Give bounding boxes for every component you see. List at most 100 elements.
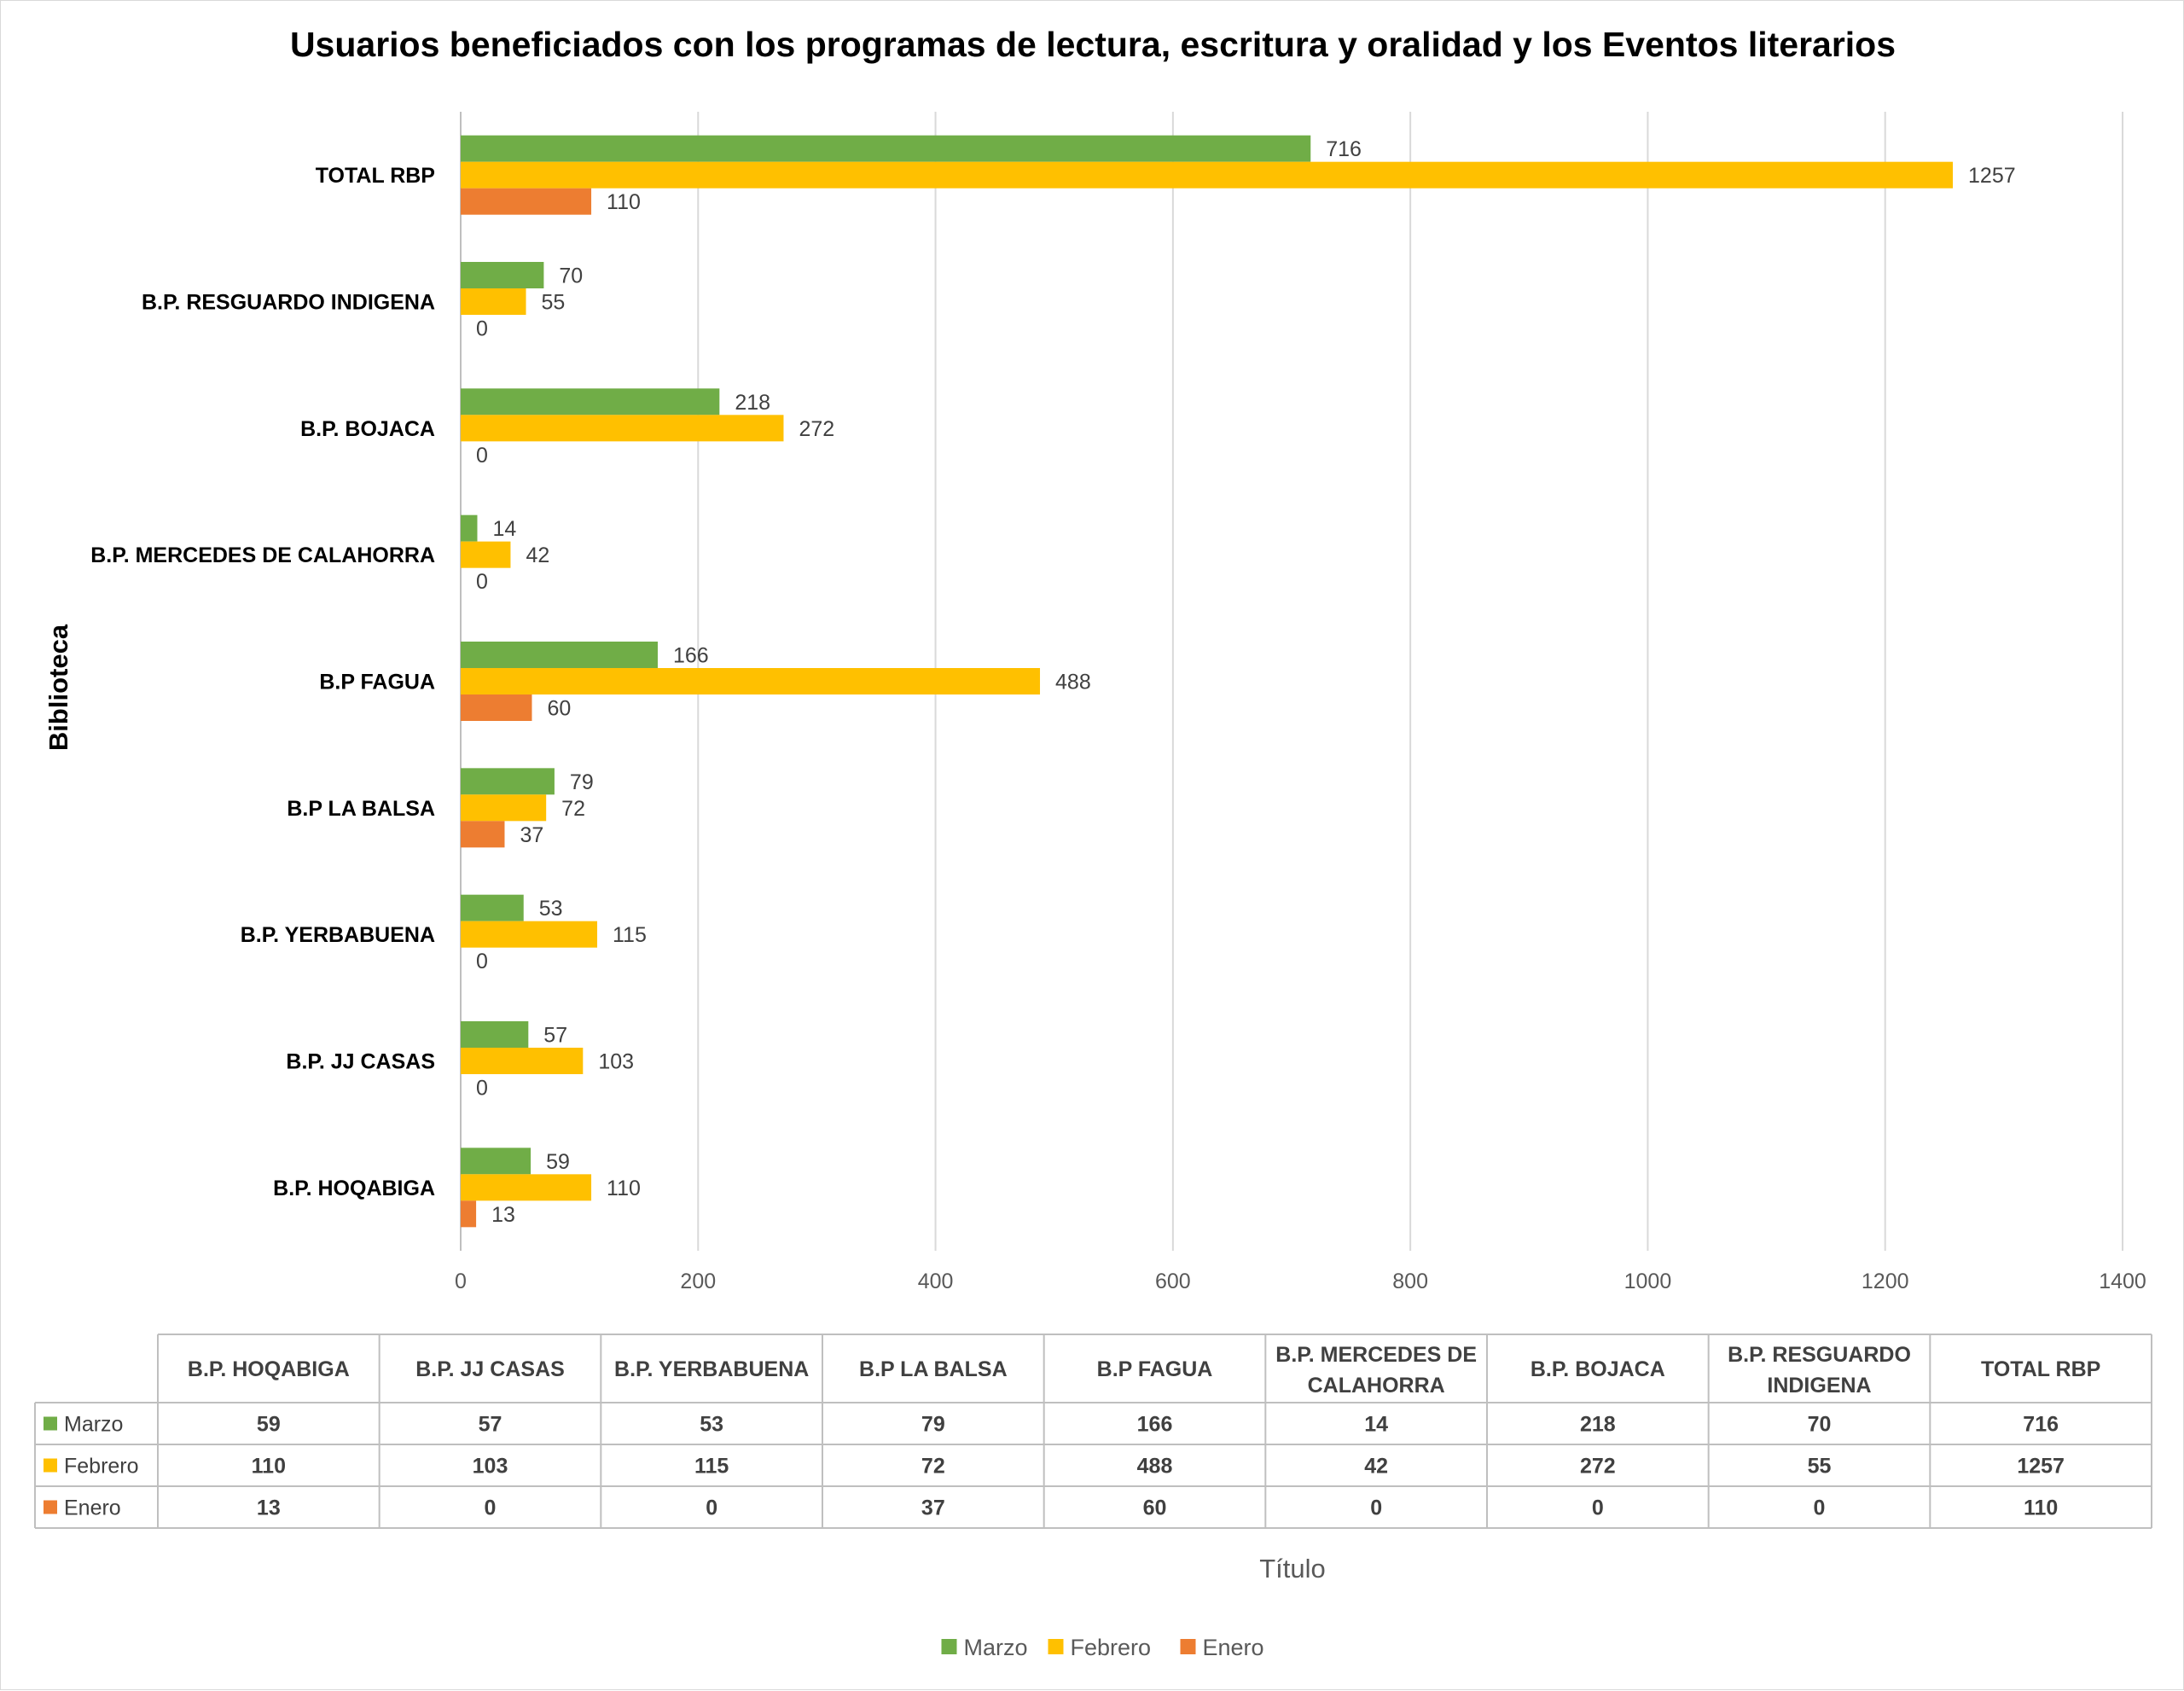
- bar-marzo-total-rbp: [461, 135, 1311, 162]
- x-tick-label-1400: 1400: [2099, 1270, 2146, 1293]
- data-label-febrero-b-p-jj-casas: 103: [598, 1050, 634, 1074]
- legend-key-enero: [1180, 1639, 1196, 1654]
- data-label-enero-b-p-fagua: 60: [547, 697, 571, 721]
- legend-label-marzo: Marzo: [964, 1635, 1028, 1660]
- table-cell-febrero-b-p-bojaca: 272: [1580, 1455, 1616, 1479]
- bar-marzo-b-p-la-balsa: [461, 768, 555, 795]
- legend-key-febrero: [1048, 1639, 1064, 1654]
- table-cell-febrero-b-p-yerbabuena: 115: [694, 1455, 729, 1479]
- table-row-label-febrero: Febrero: [64, 1455, 139, 1479]
- data-label-febrero-total-rbp: 1257: [1968, 164, 2016, 188]
- data-label-marzo-b-p-fagua: 166: [673, 644, 709, 668]
- x-tick-label-1200: 1200: [1862, 1270, 1909, 1293]
- data-label-febrero-b-p-resguardo-indigena: 55: [542, 291, 566, 315]
- table-header-b-p-bojaca: B.P. BOJACA: [1531, 1357, 1665, 1381]
- bar-marzo-b-p-hoqabiga: [461, 1148, 531, 1175]
- x-tick-label-0: 0: [455, 1270, 467, 1293]
- bar-febrero-b-p-resguardo-indigena: [461, 288, 526, 315]
- table-cell-marzo-b-p-mercedes-de-calahorra: 14: [1364, 1413, 1388, 1437]
- table-header-total-rbp: TOTAL RBP: [1981, 1357, 2100, 1381]
- table-header-b-p-la-balsa: B.P LA BALSA: [859, 1357, 1008, 1381]
- bar-enero-b-p-hoqabiga: [461, 1200, 477, 1228]
- table-legend-key-marzo: [44, 1416, 57, 1431]
- category-labels: B.P. HOQABIGA B.P. JJ CASAS B.P. YERBABUEN…: [90, 164, 435, 1200]
- data-labels: 59 110 13 57 103 0 53 115 0 79 72 37 166 488 60 14 42 0 21…: [476, 137, 2016, 1227]
- table-header-line: CALAHORRA: [1308, 1374, 1445, 1398]
- bar-marzo-b-p-jj-casas: [461, 1021, 529, 1048]
- table-cell-enero-b-p-resguardo-indigena: 0: [1814, 1496, 1826, 1520]
- bar-marzo-b-p-fagua: [461, 642, 658, 668]
- data-label-marzo-b-p-resguardo-indigena: 70: [559, 264, 583, 288]
- data-label-febrero-b-p-hoqabiga: 110: [607, 1177, 641, 1200]
- data-label-marzo-b-p-mercedes-de-calahorra: 14: [492, 517, 516, 541]
- x-tick-label-1000: 1000: [1624, 1270, 1672, 1293]
- table-cell-marzo-b-p-jj-casas: 57: [479, 1413, 502, 1437]
- data-label-enero-b-p-jj-casas: 0: [476, 1077, 488, 1101]
- legend-label-enero: Enero: [1203, 1635, 1264, 1660]
- chart-title: Usuarios beneficiados con los programas …: [289, 25, 1896, 64]
- bar-febrero-b-p-fagua: [461, 668, 1041, 694]
- table-cell-marzo-b-p-resguardo-indigena: 70: [1808, 1413, 1832, 1437]
- bar-enero-total-rbp: [461, 188, 592, 215]
- data-label-enero-b-p-mercedes-de-calahorra: 0: [476, 570, 488, 594]
- data-label-marzo-b-p-yerbabuena: 53: [539, 897, 563, 921]
- table-cell-enero-b-p-mercedes-de-calahorra: 0: [1370, 1496, 1382, 1520]
- data-label-enero-b-p-resguardo-indigena: 0: [476, 317, 488, 341]
- x-tick-label-200: 200: [680, 1270, 716, 1293]
- x-axis-title: Título: [1259, 1554, 1326, 1583]
- bar-marzo-b-p-yerbabuena: [461, 894, 524, 921]
- bar-enero-b-p-fagua: [461, 694, 532, 721]
- table-cell-marzo-b-p-fagua: 166: [1137, 1413, 1173, 1437]
- bar-febrero-b-p-mercedes-de-calahorra: [461, 541, 511, 568]
- bar-febrero-b-p-hoqabiga: [461, 1174, 592, 1201]
- table-cell-marzo-b-p-yerbabuena: 53: [700, 1413, 723, 1437]
- bar-febrero-b-p-jj-casas: [461, 1048, 584, 1074]
- category-label-total-rbp: TOTAL RBP: [316, 164, 435, 188]
- data-table: B.P. HOQABIGA B.P. JJ CASAS B.P. YERBABUEN…: [34, 1334, 2152, 1529]
- data-label-marzo-b-p-bojaca: 218: [735, 391, 770, 415]
- data-label-enero-b-p-yerbabuena: 0: [476, 950, 488, 973]
- legend: Marzo Febrero Enero: [941, 1635, 1264, 1660]
- category-label-b-p-hoqabiga: B.P. HOQABIGA: [273, 1177, 435, 1200]
- table-cell-enero-b-p-yerbabuena: 0: [706, 1496, 717, 1520]
- data-label-marzo-b-p-jj-casas: 57: [543, 1024, 567, 1048]
- bars: [461, 135, 1954, 1228]
- table-legend-key-enero: [44, 1500, 57, 1514]
- table-header-b-p-jj-casas: B.P. JJ CASAS: [415, 1357, 565, 1381]
- bar-febrero-b-p-la-balsa: [461, 794, 547, 822]
- data-label-febrero-b-p-la-balsa: 72: [561, 797, 585, 821]
- data-label-enero-b-p-bojaca: 0: [476, 444, 488, 468]
- data-label-febrero-b-p-yerbabuena: 115: [613, 923, 647, 947]
- category-label-b-p-jj-casas: B.P. JJ CASAS: [286, 1050, 435, 1074]
- table-header-line: B.P. MERCEDES DE: [1275, 1343, 1477, 1367]
- category-label-b-p-mercedes-de-calahorra: B.P. MERCEDES DE CALAHORRA: [90, 543, 435, 567]
- table-cell-febrero-b-p-mercedes-de-calahorra: 42: [1364, 1455, 1388, 1479]
- table-cell-febrero-b-p-resguardo-indigena: 55: [1808, 1455, 1832, 1479]
- data-label-marzo-b-p-la-balsa: 79: [570, 770, 594, 794]
- table-row-label-enero: Enero: [64, 1496, 121, 1520]
- bar-febrero-total-rbp: [461, 161, 1954, 189]
- table-cell-enero-b-p-jj-casas: 0: [485, 1496, 497, 1520]
- table-header-b-p-yerbabuena: B.P. YERBABUENA: [614, 1357, 809, 1381]
- data-label-febrero-b-p-mercedes-de-calahorra: 42: [526, 543, 549, 567]
- bar-febrero-b-p-yerbabuena: [461, 921, 598, 948]
- data-label-enero-total-rbp: 110: [607, 190, 641, 214]
- bar-marzo-b-p-bojaca: [461, 388, 720, 415]
- table-cell-enero-b-p-bojaca: 0: [1592, 1496, 1604, 1520]
- table-cell-febrero-total-rbp: 1257: [2017, 1455, 2065, 1479]
- table-cell-marzo-b-p-bojaca: 218: [1580, 1413, 1616, 1437]
- x-tick-label-800: 800: [1392, 1270, 1428, 1293]
- table-header-line: INDIGENA: [1767, 1374, 1871, 1398]
- table-header-line: B.P. RESGUARDO: [1728, 1343, 1911, 1367]
- data-label-marzo-total-rbp: 716: [1326, 137, 1362, 161]
- table-cell-enero-b-p-fagua: 60: [1143, 1496, 1167, 1520]
- data-label-enero-b-p-hoqabiga: 13: [491, 1203, 515, 1227]
- data-label-enero-b-p-la-balsa: 37: [520, 823, 543, 847]
- table-cell-enero-total-rbp: 110: [2024, 1496, 2058, 1520]
- data-label-marzo-b-p-hoqabiga: 59: [546, 1150, 570, 1174]
- table-header-b-p-fagua: B.P FAGUA: [1097, 1357, 1213, 1381]
- table-row-label-marzo: Marzo: [64, 1413, 123, 1437]
- bar-enero-b-p-la-balsa: [461, 821, 505, 848]
- legend-key-marzo: [941, 1639, 957, 1654]
